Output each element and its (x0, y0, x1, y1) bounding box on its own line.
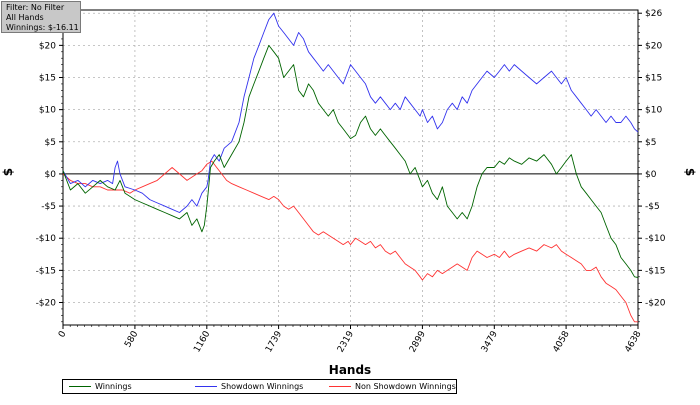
series-lines (62, 12, 639, 323)
x-tick-label: 2899 (408, 329, 428, 354)
x-tick-label: 3479 (480, 329, 500, 354)
y-tick-label-right: $20 (645, 41, 662, 51)
series-non-showdown-line (62, 160, 638, 323)
y-tick-label-right: $0 (645, 170, 657, 180)
y-tick-label-right: $10 (645, 106, 662, 116)
y-tick-label-left: $20 (39, 41, 56, 51)
y-tick-label-right: -$15 (645, 266, 665, 276)
y-tick-label-left: $10 (39, 106, 56, 116)
y-tick-label-right: $15 (645, 74, 662, 84)
y-tick-label-right: $26 (645, 9, 662, 19)
x-tick-label: 4638 (623, 329, 643, 354)
x-tick-label: 0 (57, 329, 69, 339)
y-axis-title-right: $ (683, 168, 697, 176)
legend-swatch-winnings (69, 386, 91, 387)
series-winnings-line (62, 44, 639, 278)
y-tick-label-left: -$20 (36, 299, 57, 309)
x-tick-label: 1739 (264, 329, 284, 354)
y-tick-label-left: -$10 (36, 234, 57, 244)
y-tick-label-right: -$20 (645, 299, 666, 309)
y-tick-label-left: $0 (45, 170, 57, 180)
x-tick-label: 4058 (552, 329, 572, 354)
y-tick-label-left: -$5 (41, 202, 56, 212)
legend-label-showdown: Showdown Winnings (221, 382, 304, 391)
legend-swatch-showdown (195, 386, 217, 387)
filter-info-box: Filter: No Filter All Hands Winnings: $-… (1, 1, 81, 33)
x-tick-label: 2319 (336, 329, 356, 354)
x-tick-label: 1160 (192, 329, 212, 354)
grid-lines (63, 10, 638, 325)
winnings-label: Winnings: $-16.11 (6, 23, 79, 32)
y-tick-label-left: $5 (45, 138, 56, 148)
filter-label: Filter: No Filter (6, 3, 65, 12)
series-showdown-line (62, 12, 639, 213)
y-tick-label-right: -$10 (645, 234, 666, 244)
chart-legend: Winnings Showdown Winnings Non Showdown … (62, 379, 457, 394)
x-axis-title: Hands (329, 363, 371, 377)
legend-label-non-showdown: Non Showdown Winnings (355, 382, 456, 391)
y-tick-label-right: $5 (645, 138, 656, 148)
y-tick-label-left: -$15 (36, 266, 56, 276)
legend-swatch-non-showdown (329, 386, 351, 387)
hands-label: All Hands (6, 13, 44, 22)
x-tick-label: 580 (123, 329, 140, 349)
y-tick-label-left: $15 (39, 74, 56, 84)
y-tick-label-right: -$5 (645, 202, 660, 212)
legend-label-winnings: Winnings (95, 382, 132, 391)
y-axis-title-left: $ (1, 168, 15, 176)
plot-frame (62, 9, 639, 326)
